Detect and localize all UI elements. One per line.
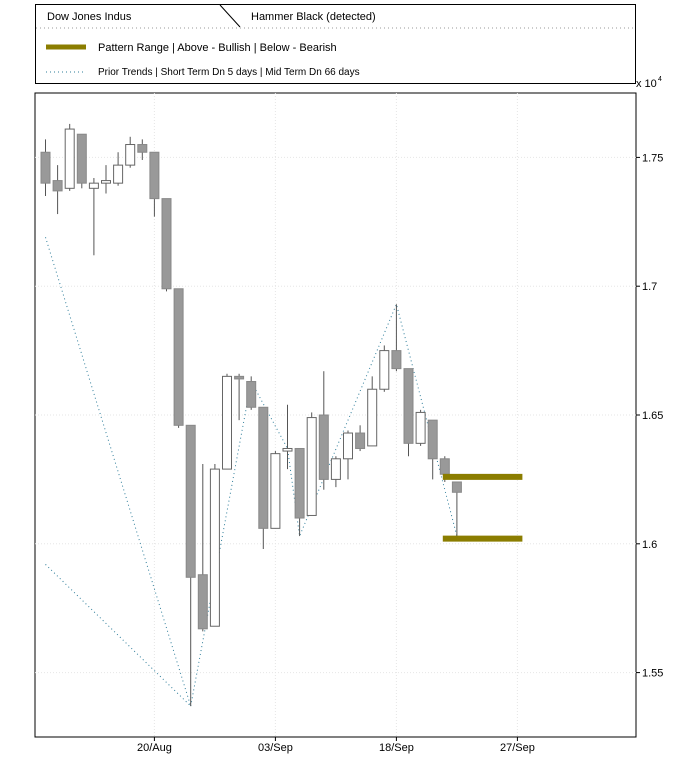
x-tick-label: 18/Sep [379,742,414,754]
y-tick-label: 1.75 [642,152,663,164]
y-tick-label: 1.65 [642,410,663,422]
candle-body [137,144,148,153]
candle-body [343,432,353,460]
candles [40,123,462,707]
candle-body [113,164,124,184]
candle-body [355,432,366,449]
candle-body [294,447,305,519]
x-tick-label: 27/Sep [500,742,535,754]
candle-body [451,481,462,493]
candle-body [246,381,257,408]
legend-range-label: Pattern Range | Above - Bullish | Below … [98,42,337,54]
candle-body [415,411,426,444]
x-axis: 20/Aug 03/Sep 18/Sep 27/Sep [137,737,535,754]
candle-body [185,424,196,578]
legend-separator [219,4,241,28]
candle-body [282,447,293,452]
candle-body [173,288,184,426]
candle-body [125,144,136,166]
candle-body [330,458,341,480]
legend-trend-label: Prior Trends | Short Term Dn 5 days | Mi… [98,67,360,78]
legend-box: Dow Jones Indus Hammer Black (detected) … [35,4,636,84]
candle-body [161,198,172,290]
candle-body [40,151,51,184]
y-tick-label: 1.6 [642,539,657,551]
axis-multiplier: x 10 [636,78,657,90]
candle-body [101,180,111,184]
legend-instrument: Dow Jones Indus [47,11,132,23]
candle-body [197,574,208,630]
candle-body [318,414,329,480]
candle-body [270,453,281,529]
x-tick-label: 03/Sep [258,742,293,754]
candle-body [64,128,75,189]
candle-body [149,151,160,200]
x-tick-label: 20/Aug [137,742,172,754]
candle-body [367,388,378,447]
y-tick-label: 1.55 [642,668,663,680]
candle-body [391,350,402,370]
candle-body [222,375,232,470]
candle-body [88,182,99,189]
candle-body [209,468,220,627]
grid [35,93,636,737]
y-tick-label: 1.7 [642,281,657,293]
axis-multiplier-exponent: 4 [658,76,662,83]
candle-body [306,417,317,516]
candle-body [403,368,414,444]
candle-body [427,419,438,460]
candle-body [379,350,390,390]
legend-pattern: Hammer Black (detected) [251,11,376,23]
candle-body [234,375,245,380]
pattern-range [442,473,523,542]
candle-body [258,406,269,529]
candle-body [76,133,87,184]
candle-body [439,458,450,475]
candle-body [52,180,63,192]
y-axis: 1.55 1.6 1.65 1.7 1.75 [636,152,663,680]
